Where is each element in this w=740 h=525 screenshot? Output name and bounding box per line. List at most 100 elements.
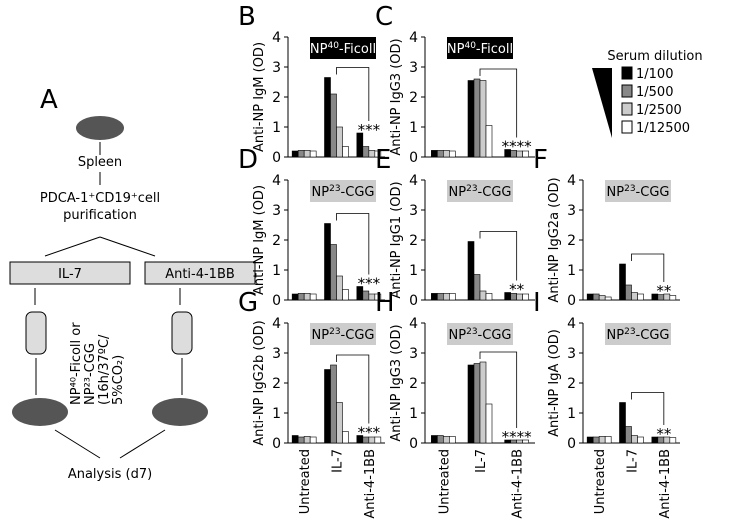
x-tick-label: Anti-4-1BB: [511, 449, 526, 519]
title-part: -CGG: [636, 328, 670, 343]
x-tick-label: Untreated: [298, 449, 313, 514]
panel-title: NP23-CGG: [449, 327, 512, 343]
step: purification: [63, 208, 137, 223]
y-tick-label: 3: [272, 60, 281, 76]
y-tick-label: 2: [272, 233, 281, 249]
title-part: 23: [466, 184, 477, 194]
y-tick-label: 1: [567, 263, 576, 279]
stim: NP⁴⁰-Ficoll or: [69, 322, 84, 405]
stim-text: NP⁴⁰-Ficoll or NP²³-CGG (16h/37ºC/ 5%CO₂…: [69, 322, 126, 405]
y-tick-label: 2: [272, 90, 281, 106]
y-tick-label: 4: [567, 173, 576, 189]
title-part: -CGG: [341, 328, 375, 343]
bar: [485, 125, 493, 158]
bar: [336, 275, 343, 301]
bracket: [479, 68, 518, 138]
legend-swatch: [621, 84, 633, 98]
bar: [330, 244, 337, 301]
title-part: NP: [447, 42, 465, 57]
y-tick-label: 2: [409, 233, 418, 249]
significance: **: [509, 281, 525, 299]
bar: [374, 436, 382, 444]
bar: [437, 150, 444, 158]
bar: [467, 80, 475, 158]
bar: [368, 293, 376, 301]
y-tick-label: 0: [567, 436, 576, 452]
y-tick-label: 1: [409, 120, 418, 136]
bar: [342, 146, 349, 158]
bar: [592, 436, 600, 444]
bar: [625, 284, 632, 301]
bar: [479, 361, 487, 444]
arrow: [44, 236, 101, 257]
y-tick-label: 3: [567, 203, 576, 219]
x-tick-label: Untreated: [593, 449, 608, 514]
y-tick-label: 4: [567, 316, 576, 332]
panel-title: NP23-CGG: [312, 184, 375, 200]
y-tick-label: 2: [409, 90, 418, 106]
title-box: [605, 323, 671, 345]
title-box: [447, 37, 513, 59]
x-tick-label: Anti-4-1BB: [658, 449, 673, 519]
y-tick-label: 4: [272, 316, 281, 332]
mouse: [12, 398, 68, 426]
x-tick-label: Untreated: [437, 449, 452, 514]
bar: [604, 436, 612, 444]
y-tick-label: 3: [409, 60, 418, 76]
bar: [592, 293, 600, 301]
title-box: [310, 323, 376, 345]
legend-swatch: [621, 66, 633, 80]
bar: [485, 293, 493, 301]
panel-title: NP23-CGG: [449, 184, 512, 200]
bar: [598, 436, 606, 444]
step: Analysis (d7): [68, 467, 152, 482]
bar: [604, 296, 612, 301]
panel-letter: C: [375, 2, 393, 32]
legend-label: 1/2500: [636, 103, 682, 118]
y-tick-label: 1: [272, 406, 281, 422]
title-part: 40: [464, 41, 476, 51]
title-box: [447, 180, 513, 202]
title-part: NP: [607, 328, 625, 343]
bar: [522, 150, 529, 158]
bar: [431, 293, 438, 301]
bracket: [336, 213, 370, 275]
title-part: 40: [327, 41, 339, 51]
title-part: 23: [624, 327, 635, 337]
bar: [522, 293, 529, 301]
title-part: -Ficoll: [339, 42, 376, 57]
bar: [637, 293, 644, 301]
bar: [297, 436, 305, 444]
bar: [473, 274, 481, 301]
title-box: [310, 180, 376, 202]
panel-letter: G: [238, 288, 258, 318]
stim: NP²³-CGG: [83, 343, 98, 405]
legend-swatch: [621, 120, 633, 134]
y-tick-label: 0: [272, 293, 281, 309]
title-part: 23: [624, 184, 635, 194]
y-axis-label: Anti-NP IgA (OD): [547, 329, 562, 437]
y-tick-label: 4: [409, 316, 418, 332]
bar: [356, 132, 364, 158]
title-box: [605, 180, 671, 202]
title-part: -Ficoll: [476, 42, 513, 57]
y-axis-label: Anti-NP IgG1 (OD): [389, 181, 404, 298]
bracket: [631, 253, 665, 282]
tube: [25, 311, 47, 355]
title-part: 23: [329, 184, 340, 194]
y-axis-label: Anti-NP IgM (OD): [252, 185, 267, 295]
legend-label: 1/100: [636, 67, 673, 82]
y-tick-label: 3: [567, 346, 576, 362]
bar: [443, 436, 450, 444]
bar: [291, 293, 299, 301]
dish: [144, 261, 256, 285]
stim: (16h/37ºC/: [97, 334, 112, 405]
bar: [479, 290, 487, 301]
panel-letter: D: [238, 145, 258, 175]
bar: [619, 263, 626, 301]
bracket: [479, 231, 518, 281]
y-tick-label: 1: [272, 263, 281, 279]
title-part: NP: [607, 185, 625, 200]
title-part: NP: [310, 42, 328, 57]
y-tick-label: 4: [272, 173, 281, 189]
